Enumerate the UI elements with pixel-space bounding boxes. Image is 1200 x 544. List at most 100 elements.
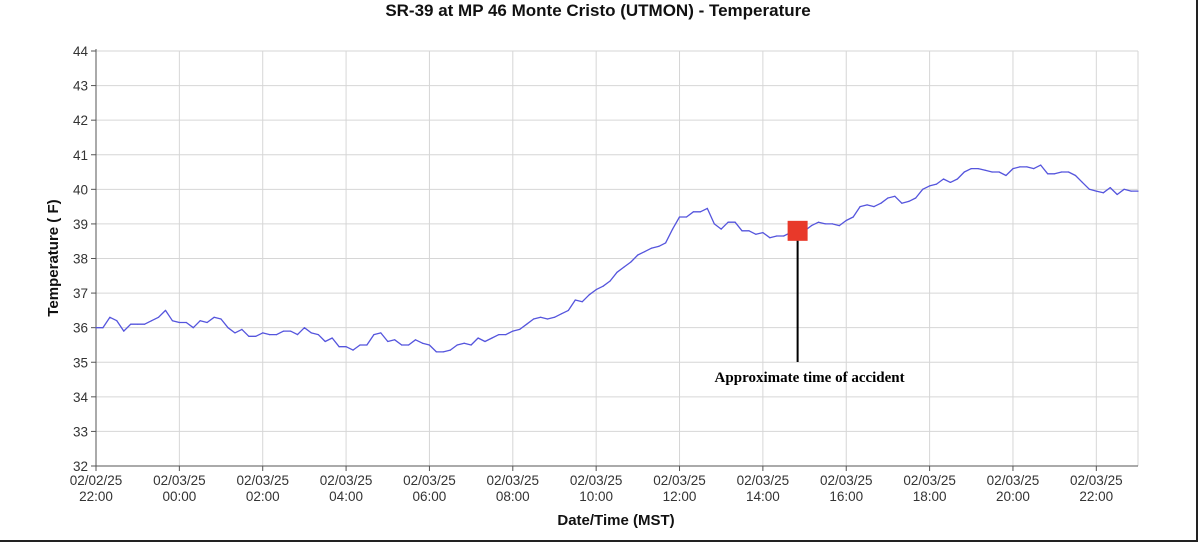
- y-tick-label: 36: [73, 321, 88, 336]
- data-point: [512, 330, 514, 332]
- data-point: [178, 321, 180, 324]
- data-point: [421, 342, 424, 344]
- data-point: [630, 261, 632, 263]
- data-point: [866, 204, 868, 206]
- grid: [95, 50, 1139, 467]
- data-point: [352, 349, 354, 351]
- annotation-group: Approximate time of accident: [715, 220, 905, 386]
- x-tick-time: 00:00: [162, 489, 196, 504]
- data-point: [164, 309, 167, 311]
- data-point: [1012, 168, 1014, 170]
- data-point: [1123, 188, 1125, 190]
- x-tick-date: 02/03/25: [487, 473, 540, 488]
- data-point: [227, 327, 229, 329]
- x-tick-time: 22:00: [79, 489, 113, 504]
- data-point: [873, 206, 875, 208]
- data-point: [699, 211, 702, 213]
- x-tick-time: 06:00: [413, 489, 447, 504]
- data-point: [581, 301, 583, 303]
- data-point: [665, 242, 667, 244]
- x-tick-time: 10:00: [579, 489, 613, 504]
- data-point: [685, 216, 688, 218]
- data-point: [102, 327, 104, 329]
- x-tick-date: 02/03/25: [570, 473, 623, 488]
- data-point: [984, 169, 986, 171]
- x-tick-time: 04:00: [329, 489, 363, 504]
- data-point: [546, 318, 549, 320]
- data-point: [310, 332, 312, 334]
- data-point: [296, 334, 299, 336]
- data-point: [977, 168, 979, 170]
- data-point: [678, 216, 681, 218]
- y-axis-label: Temperature ( F): [45, 199, 62, 316]
- data-point: [838, 225, 840, 227]
- data-point: [442, 351, 444, 353]
- data-point: [206, 321, 208, 324]
- data-point: [116, 320, 118, 322]
- data-point: [359, 344, 361, 346]
- data-point: [276, 334, 278, 336]
- data-point: [776, 235, 778, 237]
- data-point: [220, 318, 222, 320]
- data-point: [456, 344, 458, 346]
- data-point: [859, 206, 861, 208]
- data-point: [157, 316, 160, 318]
- data-point: [1019, 166, 1021, 168]
- data-point: [95, 327, 97, 329]
- x-tick-date: 02/03/25: [320, 473, 373, 488]
- data-point: [1067, 171, 1070, 173]
- x-tick-time: 02:00: [246, 489, 280, 504]
- data-point: [380, 332, 382, 334]
- data-point: [1095, 190, 1097, 192]
- x-tick-time: 20:00: [996, 489, 1030, 504]
- x-tick-date: 02/03/25: [987, 473, 1040, 488]
- data-point: [880, 202, 882, 204]
- data-point: [929, 185, 931, 187]
- data-point: [171, 320, 173, 322]
- data-point: [519, 328, 521, 330]
- data-point: [1054, 173, 1056, 175]
- data-point: [1130, 190, 1132, 192]
- data-point: [526, 323, 528, 325]
- data-point: [672, 228, 674, 230]
- data-point: [109, 316, 111, 318]
- data-point: [269, 334, 271, 336]
- data-point: [262, 332, 264, 334]
- data-point: [401, 344, 403, 346]
- data-point: [949, 181, 952, 183]
- axes: [91, 49, 1138, 471]
- y-tick-label: 32: [73, 459, 88, 474]
- data-point: [915, 197, 917, 199]
- data-point: [449, 349, 451, 351]
- y-tick-label: 37: [73, 286, 88, 301]
- data-point: [616, 271, 618, 273]
- data-point: [414, 339, 417, 341]
- data-point: [484, 340, 486, 343]
- data-point: [1005, 174, 1007, 177]
- x-tick-date: 02/03/25: [1070, 473, 1123, 488]
- x-axis-label: Date/Time (MST): [557, 512, 674, 529]
- data-point: [963, 171, 965, 173]
- data-point: [942, 178, 945, 180]
- data-point: [137, 323, 139, 325]
- data-point: [533, 318, 535, 320]
- data-point: [540, 316, 542, 318]
- data-point: [505, 334, 507, 336]
- data-point: [609, 280, 611, 282]
- data-point: [1061, 171, 1063, 173]
- annotation-label: Approximate time of accident: [715, 370, 905, 386]
- data-point: [1109, 187, 1111, 189]
- data-point: [887, 197, 889, 199]
- data-point: [706, 207, 708, 209]
- data-point: [130, 323, 132, 325]
- data-point: [817, 221, 820, 223]
- data-point: [1137, 190, 1139, 192]
- data-point: [922, 188, 924, 190]
- data-point: [658, 245, 660, 247]
- x-tick-time: 12:00: [663, 489, 697, 504]
- x-tick-date: 02/02/25: [70, 473, 123, 488]
- data-point: [727, 221, 729, 223]
- data-point: [241, 328, 243, 330]
- data-point: [366, 344, 368, 346]
